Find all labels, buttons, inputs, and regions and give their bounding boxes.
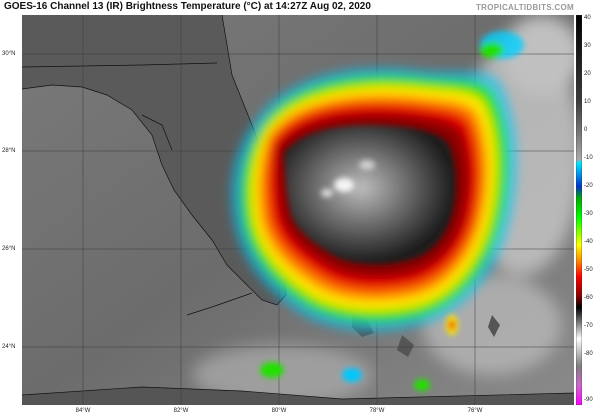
colorbar-label-minus90: -90 bbox=[584, 397, 593, 403]
colorbar-label-minus50: -50 bbox=[584, 267, 593, 273]
colorbar-label-minus80: -80 bbox=[584, 351, 593, 357]
lon-label-80w: 80°W bbox=[271, 408, 287, 414]
colorbar-label-minus40: -40 bbox=[584, 239, 593, 245]
coastlines bbox=[22, 15, 574, 400]
colorbar-label-40: 40 bbox=[584, 15, 591, 21]
lat-label-24n: 24°N bbox=[2, 344, 16, 350]
map-title: GOES-16 Channel 13 (IR) Brightness Tempe… bbox=[4, 1, 371, 12]
colorbar-label-minus10: -10 bbox=[584, 155, 593, 161]
lon-label-76w: 76°W bbox=[467, 408, 483, 414]
colorbar-label-minus20: -20 bbox=[584, 183, 593, 189]
colorbar-label-20: 20 bbox=[584, 71, 591, 77]
colorbar-label-0: 0 bbox=[584, 127, 588, 133]
lat-label-26n: 26°N bbox=[2, 246, 16, 252]
colorbar-label-minus30: -30 bbox=[584, 211, 593, 217]
lat-label-30n: 30°N bbox=[2, 51, 16, 57]
lon-label-78w: 78°W bbox=[369, 408, 385, 414]
lon-label-82w: 82°W bbox=[173, 408, 189, 414]
lat-label-28n: 28°N bbox=[2, 148, 16, 154]
colorbar-label-30: 30 bbox=[584, 43, 591, 49]
satellite-image bbox=[22, 15, 574, 405]
colorbar bbox=[576, 15, 582, 405]
colorbar-label-10: 10 bbox=[584, 99, 591, 105]
credit-watermark: TROPICALTIDBITS.COM bbox=[476, 3, 574, 12]
lon-label-84w: 84°W bbox=[75, 408, 91, 414]
colorbar-label-minus60: -60 bbox=[584, 295, 593, 301]
header: GOES-16 Channel 13 (IR) Brightness Tempe… bbox=[0, 0, 600, 15]
storm-cloud-shield bbox=[230, 31, 524, 391]
satellite-map bbox=[22, 15, 574, 405]
colorbar-label-minus70: -70 bbox=[584, 323, 593, 329]
